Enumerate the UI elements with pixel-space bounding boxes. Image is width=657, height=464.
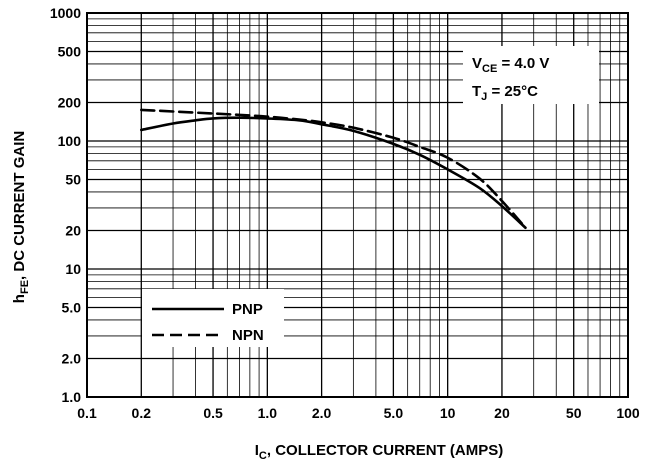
x-tick-label: 0.1	[77, 405, 97, 421]
x-tick-label: 100	[616, 405, 640, 421]
tj-annotation: TJ = 25°C	[472, 83, 538, 103]
y-tick-label: 1000	[50, 5, 81, 21]
legend-box	[142, 289, 284, 347]
y-tick-label: 200	[58, 94, 82, 110]
y-tick-label: 50	[65, 172, 81, 188]
x-tick-label: 10	[440, 405, 456, 421]
x-tick-label: 0.2	[132, 405, 152, 421]
series-pnp-line	[139, 116, 527, 230]
y-tick-label: 500	[58, 44, 82, 60]
legend-label-npn: NPN	[232, 327, 264, 344]
x-tick-label: 50	[566, 405, 582, 421]
legend-label-pnp: PNP	[232, 301, 263, 318]
x-tick-label: 20	[494, 405, 510, 421]
y-tick-label: 20	[65, 222, 81, 238]
conditions-box	[463, 46, 599, 104]
plot-frame	[86, 12, 629, 398]
x-tick-label: 2.0	[312, 405, 332, 421]
x-tick-label: 0.5	[203, 405, 223, 421]
y-tick-label: 10	[65, 261, 81, 277]
series-lines	[139, 108, 527, 230]
y-tick-label: 2.0	[62, 350, 82, 366]
series-npn-line	[139, 108, 527, 230]
legend: PNP NPN	[142, 289, 284, 347]
x-axis-label: IC, COLLECTOR CURRENT (AMPS)	[255, 442, 504, 462]
y-tick-label: 1.0	[62, 389, 82, 405]
x-tick-label: 1.0	[258, 405, 278, 421]
y-tick-label: 5.0	[62, 300, 82, 316]
y-tick-label: 100	[58, 133, 82, 149]
tick-labels: 0.1 0.2 0.5 1.0 2.0 5.0 10 20 50 100 1.0 2.0 5.0 10 20…	[50, 5, 640, 421]
vce-annotation: VCE = 4.0 V	[472, 55, 549, 75]
y-axis-label: hFE, DC CURRENT GAIN	[11, 131, 31, 303]
x-tick-label: 5.0	[384, 405, 404, 421]
